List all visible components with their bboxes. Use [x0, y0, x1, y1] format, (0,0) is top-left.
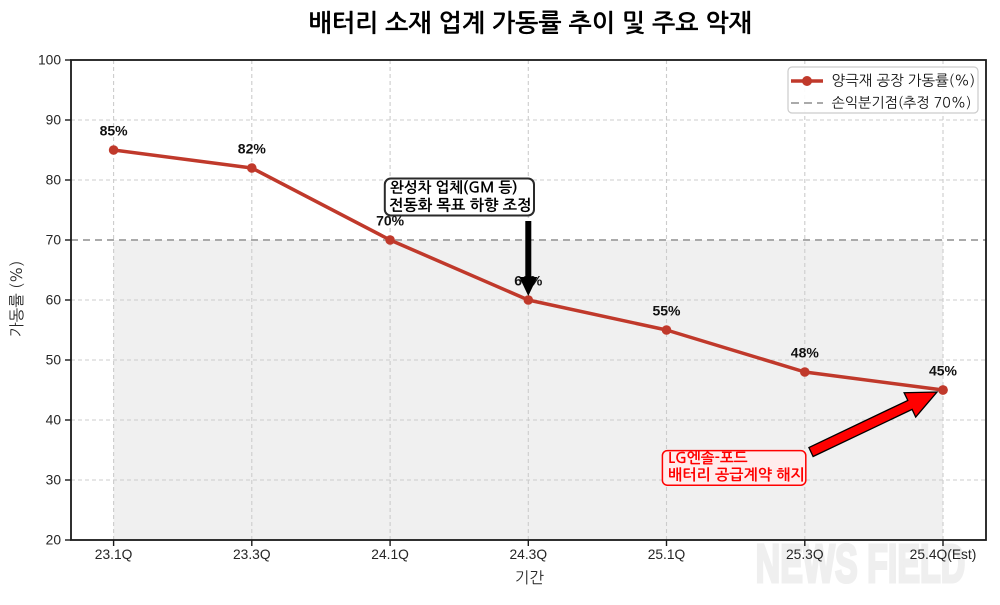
- svg-text:48%: 48%: [791, 345, 820, 361]
- svg-text:90: 90: [46, 113, 62, 128]
- svg-text:20: 20: [46, 533, 62, 548]
- svg-text:25.1Q: 25.1Q: [648, 547, 686, 562]
- svg-text:100: 100: [38, 53, 61, 68]
- svg-text:30: 30: [46, 473, 62, 488]
- svg-text:80: 80: [46, 173, 62, 188]
- svg-text:23.1Q: 23.1Q: [95, 547, 133, 562]
- svg-text:25.4Q(Est): 25.4Q(Est): [910, 547, 977, 562]
- svg-text:60: 60: [46, 293, 62, 308]
- svg-text:50: 50: [46, 353, 62, 368]
- svg-text:45%: 45%: [929, 363, 958, 379]
- svg-text:NEWS FIELD: NEWS FIELD: [756, 533, 966, 594]
- svg-text:23.3Q: 23.3Q: [233, 547, 271, 562]
- svg-text:70: 70: [46, 233, 62, 248]
- svg-text:85%: 85%: [100, 123, 129, 139]
- svg-text:24.1Q: 24.1Q: [371, 547, 409, 562]
- svg-text:55%: 55%: [652, 303, 681, 319]
- svg-text:25.3Q: 25.3Q: [786, 547, 824, 562]
- svg-text:82%: 82%: [238, 141, 267, 157]
- svg-text:24.3Q: 24.3Q: [510, 547, 548, 562]
- svg-text:40: 40: [46, 413, 62, 428]
